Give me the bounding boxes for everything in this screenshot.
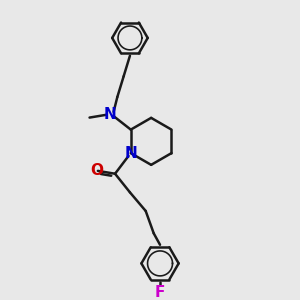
- Text: N: N: [124, 146, 137, 160]
- Text: O: O: [90, 164, 103, 178]
- Text: N: N: [104, 107, 117, 122]
- Text: F: F: [155, 285, 165, 300]
